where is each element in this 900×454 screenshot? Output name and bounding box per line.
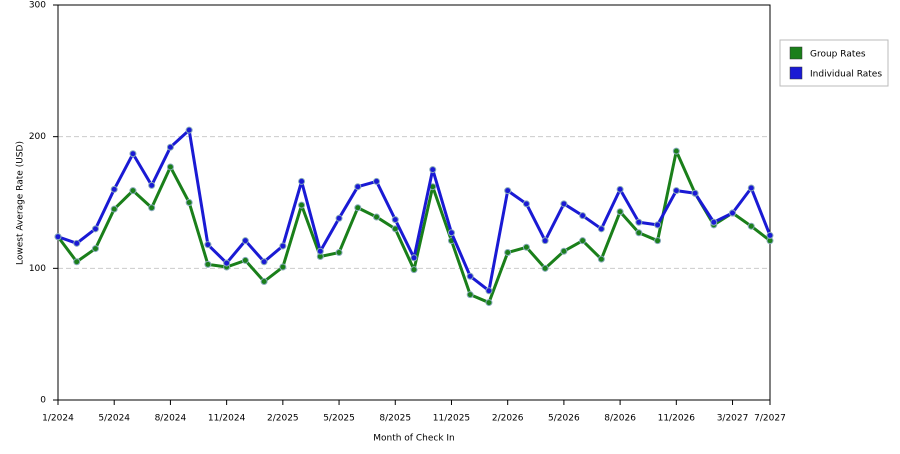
point <box>691 189 699 197</box>
point <box>279 242 287 250</box>
x-tick-label: 8/2024 <box>155 414 187 424</box>
point <box>241 237 249 245</box>
point <box>354 183 362 191</box>
point <box>260 278 268 285</box>
point <box>597 225 605 233</box>
point <box>672 187 680 195</box>
legend-swatch <box>789 46 803 60</box>
point <box>710 218 718 226</box>
point <box>241 256 249 264</box>
legend-label: Group Rates <box>810 50 866 60</box>
point <box>129 187 137 195</box>
point <box>166 163 174 171</box>
point <box>148 181 156 189</box>
point <box>148 204 156 212</box>
x-tick-label: 1/2024 <box>42 414 74 424</box>
point <box>560 247 568 255</box>
y-axis-label: Lowest Average Rate (USD) <box>16 141 26 265</box>
point <box>466 291 474 299</box>
point <box>91 245 99 253</box>
point <box>410 266 418 274</box>
x-tick-label: 11/2026 <box>658 414 696 424</box>
point <box>166 143 174 151</box>
y-tick-label: 200 <box>29 132 46 142</box>
point <box>110 185 118 193</box>
x-tick-label: 5/2025 <box>323 414 355 424</box>
legend-label: Individual Rates <box>810 70 882 80</box>
y-tick-label: 300 <box>29 1 46 11</box>
point <box>110 205 118 213</box>
point <box>54 233 62 241</box>
point <box>91 225 99 233</box>
point <box>579 212 587 220</box>
point <box>204 241 212 249</box>
point <box>597 255 605 263</box>
point <box>672 147 680 155</box>
point <box>635 229 643 237</box>
point <box>485 299 493 307</box>
x-tick-label: 2/2026 <box>492 414 524 424</box>
point <box>747 184 755 192</box>
point <box>73 258 81 266</box>
point <box>129 150 137 158</box>
point <box>579 237 587 245</box>
point <box>616 208 624 216</box>
point <box>541 264 549 272</box>
point <box>373 177 381 185</box>
point <box>541 237 549 245</box>
y-tick-label: 0 <box>40 396 46 406</box>
y-tick-label: 100 <box>29 264 46 274</box>
point <box>391 216 399 224</box>
point <box>373 213 381 221</box>
point <box>560 200 568 208</box>
point <box>729 209 737 217</box>
x-axis-label: Month of Check In <box>373 434 455 444</box>
point <box>635 218 643 226</box>
point <box>410 254 418 262</box>
point <box>298 201 306 209</box>
x-tick-label: 8/2026 <box>604 414 636 424</box>
plot-frame <box>57 4 771 401</box>
x-tick-label: 3/2027 <box>717 414 749 424</box>
x-tick-label: 11/2025 <box>433 414 470 424</box>
point <box>522 243 530 251</box>
point <box>747 222 755 230</box>
point <box>73 239 81 247</box>
point <box>185 126 193 134</box>
point <box>298 177 306 185</box>
point <box>354 204 362 212</box>
point <box>279 263 287 271</box>
point <box>447 229 455 237</box>
point <box>429 166 437 174</box>
point <box>223 259 231 267</box>
x-tick-label: 8/2025 <box>379 414 411 424</box>
point <box>466 272 474 280</box>
x-tick-label: 7/2027 <box>754 414 786 424</box>
point <box>485 287 493 295</box>
x-tick-label: 5/2026 <box>548 414 580 424</box>
point <box>316 247 324 255</box>
point <box>204 260 212 268</box>
legend-swatch <box>789 66 803 80</box>
x-tick-label: 11/2024 <box>208 414 246 424</box>
point <box>335 249 343 257</box>
x-tick-label: 5/2024 <box>98 414 130 424</box>
point <box>654 221 662 229</box>
point <box>185 199 193 206</box>
x-tick-label: 2/2025 <box>267 414 299 424</box>
point <box>654 237 662 245</box>
point <box>504 187 512 195</box>
point <box>335 214 343 222</box>
point <box>504 249 512 257</box>
point <box>766 231 774 239</box>
point <box>522 200 530 208</box>
point <box>260 258 268 266</box>
point <box>616 185 624 193</box>
